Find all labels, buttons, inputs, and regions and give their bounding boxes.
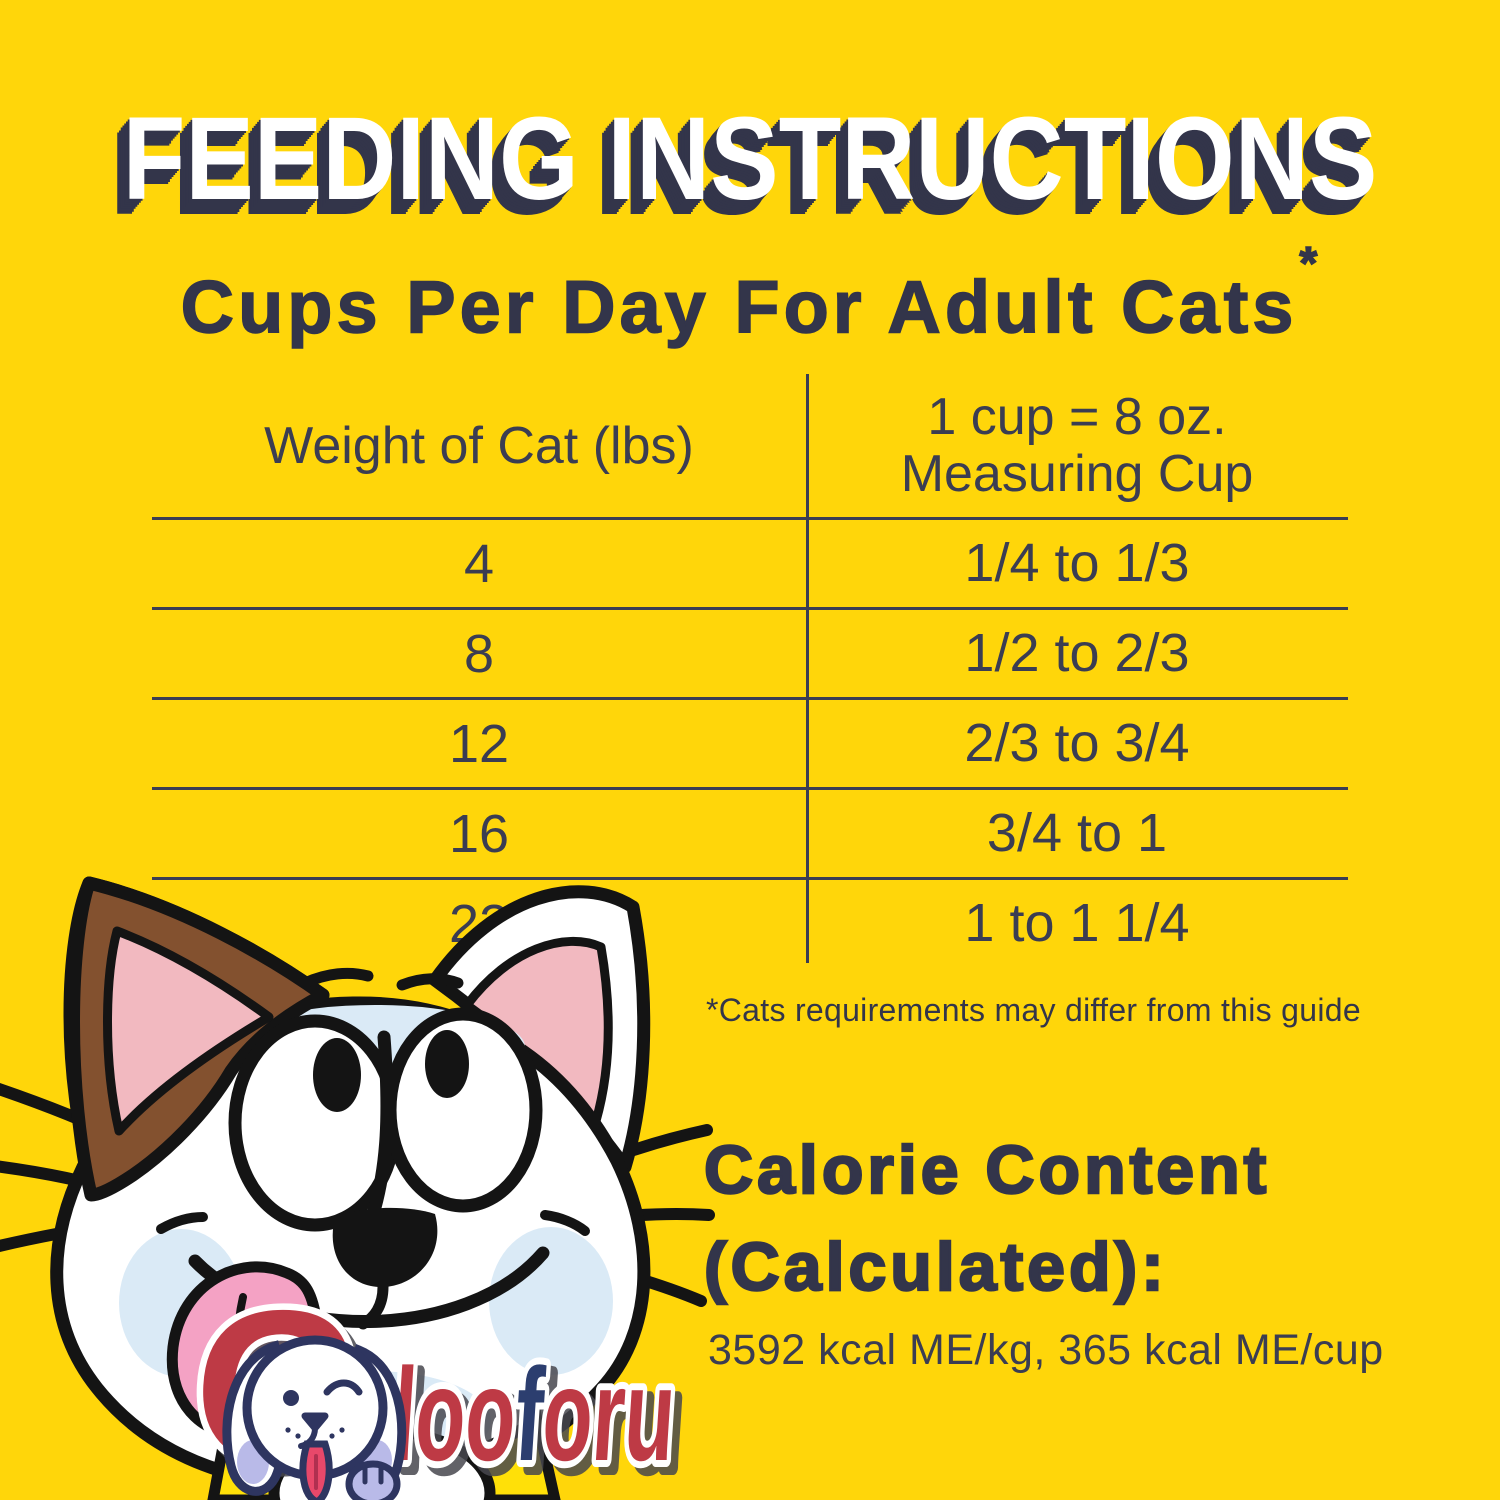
logo-wordmark: dooforu [361, 1341, 680, 1489]
table-row: 4 1/4 to 1/3 [152, 517, 1348, 607]
calorie-heading-line2: (Calculated): [703, 1228, 1168, 1307]
cat-nose [332, 1207, 438, 1288]
dog-open-eye [283, 1390, 299, 1406]
subtitle: Cups Per Day For Adult Cats* [0, 236, 1500, 350]
cups-value: 1/4 to 1/3 [964, 533, 1190, 593]
left-pupil [313, 1038, 361, 1112]
dog-mouth [298, 1425, 318, 1449]
dog-wink-eye [323, 1379, 363, 1396]
philtrum [357, 1281, 389, 1330]
logo-wordmark-part3: oru [538, 1341, 679, 1489]
dog-tongue [299, 1440, 333, 1500]
dog-paw [345, 1460, 401, 1500]
left-ear-inner [103, 926, 274, 1136]
cups-value: 1/2 to 2/3 [964, 623, 1190, 683]
table-row: 12 2/3 to 3/4 [152, 697, 1348, 787]
table-row: 16 3/4 to 1 [152, 787, 1348, 877]
col-header-weight: Weight of Cat (lbs) [264, 417, 694, 475]
brand-logo: G dooforu [182, 1262, 685, 1500]
weight-value: 8 [463, 623, 495, 684]
dog-nose [301, 1412, 329, 1432]
table-row: 8 1/2 to 2/3 [152, 607, 1348, 697]
cups-value: 3/4 to 1 [986, 803, 1168, 863]
calorie-value: 3592 kcal ME/kg, 365 kcal ME/cup [708, 1326, 1384, 1374]
calorie-heading: Calorie Content (Calculated): [703, 1122, 1271, 1316]
cheek-dashes [156, 1210, 590, 1236]
dog-freckles [285, 1427, 345, 1439]
cups-value: 2/3 to 3/4 [964, 713, 1190, 773]
table-column-divider [806, 374, 809, 963]
logo-dog-icon [222, 1335, 407, 1500]
feeding-table: Weight of Cat (lbs) 1 cup = 8 oz. Measur… [152, 375, 1348, 967]
weight-value: 4 [463, 533, 495, 594]
col-header-cups-line1: 1 cup = 8 oz. [927, 388, 1227, 446]
subtitle-text: Cups Per Day For Adult Cats [180, 265, 1298, 350]
calorie-heading-line1: Calorie Content [703, 1131, 1271, 1210]
weight-value: 16 [448, 803, 510, 864]
table-header-row: Weight of Cat (lbs) 1 cup = 8 oz. Measur… [152, 375, 1348, 517]
page-title: FEEDING INSTRUCTIONS [122, 93, 1378, 225]
footnote: *Cats requirements may differ from this … [706, 992, 1361, 1028]
weight-value: 12 [448, 713, 510, 774]
col-header-cups-line2: Measuring Cup [900, 445, 1254, 503]
col-header-cups: 1 cup = 8 oz. Measuring Cup [806, 389, 1348, 503]
cups-value: 1 to 1 1/4 [964, 893, 1190, 953]
subtitle-asterisk: * [1299, 236, 1322, 290]
cat-left-ear [63, 876, 330, 1202]
cat-right-ear [428, 885, 651, 1174]
cat-eyes [228, 1007, 543, 1232]
right-pupil [425, 1030, 469, 1098]
nose-bridge [367, 1030, 394, 1218]
brow-dashes [299, 967, 464, 991]
